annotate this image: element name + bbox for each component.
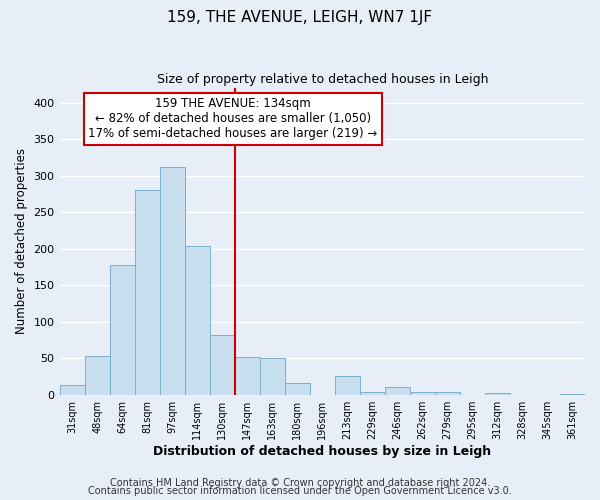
- Bar: [435, 392, 460, 394]
- Bar: [160, 167, 185, 394]
- Bar: [85, 356, 110, 395]
- Text: Contains HM Land Registry data © Crown copyright and database right 2024.: Contains HM Land Registry data © Crown c…: [110, 478, 490, 488]
- Title: Size of property relative to detached houses in Leigh: Size of property relative to detached ho…: [157, 72, 488, 86]
- Bar: [360, 392, 385, 394]
- Bar: [260, 358, 285, 395]
- Bar: [59, 385, 85, 394]
- Bar: [410, 392, 435, 394]
- Text: 159 THE AVENUE: 134sqm
← 82% of detached houses are smaller (1,050)
17% of semi-: 159 THE AVENUE: 134sqm ← 82% of detached…: [88, 98, 377, 140]
- Bar: [285, 383, 310, 394]
- Bar: [235, 358, 260, 395]
- Bar: [485, 393, 510, 394]
- Bar: [185, 246, 209, 394]
- Text: Contains public sector information licensed under the Open Government Licence v3: Contains public sector information licen…: [88, 486, 512, 496]
- Bar: [209, 335, 235, 394]
- Bar: [134, 190, 160, 394]
- Bar: [335, 376, 360, 394]
- Bar: [385, 388, 410, 394]
- Bar: [110, 266, 134, 394]
- X-axis label: Distribution of detached houses by size in Leigh: Distribution of detached houses by size …: [153, 444, 491, 458]
- Y-axis label: Number of detached properties: Number of detached properties: [15, 148, 28, 334]
- Text: 159, THE AVENUE, LEIGH, WN7 1JF: 159, THE AVENUE, LEIGH, WN7 1JF: [167, 10, 433, 25]
